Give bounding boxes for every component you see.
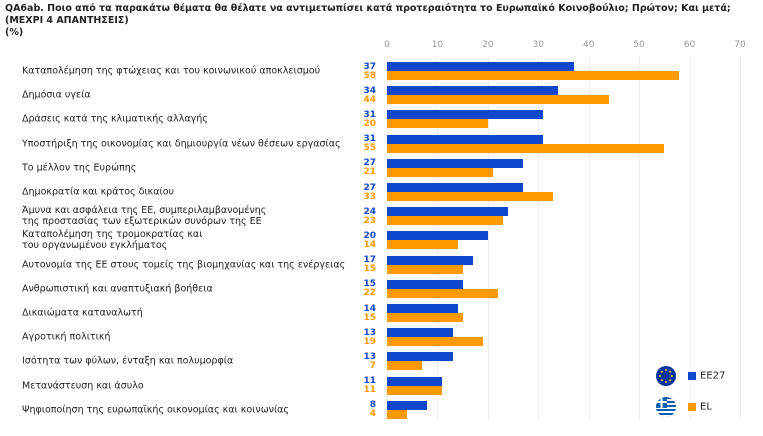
value-label: 20 <box>363 118 376 129</box>
value-label: 11 <box>363 385 376 396</box>
category-label: Δικαιώματα καταναλωτή <box>22 307 143 319</box>
category-label: Άμυνα και ασφάλεια της ΕΕ, συμπεριλαμβαν… <box>22 205 267 228</box>
value-label: 33 <box>363 191 376 202</box>
grid-line <box>740 56 741 420</box>
value-label: 55 <box>363 143 376 154</box>
value-label: 27 <box>363 182 376 193</box>
bar <box>387 158 524 168</box>
chart-subtitle: (%) <box>5 27 24 38</box>
bar <box>387 288 498 298</box>
value-label: 24 <box>363 206 376 217</box>
category-label: Ισότητα των φύλων, ένταξη και πολυμορφία <box>22 355 234 367</box>
category-label: Δράσεις κατά της κλιματικής αλλαγής <box>22 113 208 125</box>
grid-line <box>588 56 590 420</box>
bar <box>387 328 453 338</box>
category-label: Μετανάστευση και άσυλο <box>22 380 144 392</box>
value-label: 19 <box>363 336 376 347</box>
category-label: Καταπολέμηση της τρομοκρατίας και του ορ… <box>22 229 203 252</box>
bar <box>387 192 554 201</box>
value-label: 7 <box>369 360 376 371</box>
category-label: Ανθρωπιστική και αναπτυξιακή βοήθεια <box>22 283 213 295</box>
bar <box>387 255 473 265</box>
value-label: 4 <box>369 409 376 420</box>
bar <box>387 207 509 217</box>
x-tick-label: 40 <box>582 40 595 50</box>
legend-label: EL <box>700 401 712 413</box>
grid-line <box>487 56 489 420</box>
bar <box>387 95 609 105</box>
value-label: 31 <box>363 134 376 145</box>
x-tick-label: 60 <box>683 40 696 50</box>
value-label: 15 <box>363 264 376 275</box>
category-label: Ψηφιοποίηση της ευρωπαϊκής οικονομίας κα… <box>22 404 290 416</box>
bar <box>387 409 408 419</box>
x-tick-label: 0 <box>384 40 390 50</box>
bar <box>387 119 488 129</box>
bar <box>387 110 544 120</box>
value-label: 20 <box>363 230 376 241</box>
category-label: Αγροτική πολιτική <box>22 331 111 343</box>
bar <box>387 134 544 144</box>
category-label: Το μέλλον της Ευρώπης <box>22 162 137 174</box>
value-label: 8 <box>369 400 376 411</box>
legend-swatch <box>688 372 696 380</box>
category-label: Δημοκρατία και κράτος δικαίου <box>22 186 175 198</box>
value-label: 15 <box>363 312 376 323</box>
bar <box>387 304 458 313</box>
value-label: 14 <box>363 303 376 314</box>
category-label: Δημόσια υγεία <box>22 89 91 101</box>
bar <box>387 313 463 322</box>
bar <box>387 86 559 96</box>
x-tick-label: 10 <box>431 40 444 50</box>
x-tick-label: 50 <box>633 40 645 50</box>
bar <box>387 279 463 289</box>
grid-line <box>639 56 641 420</box>
category-label: Αυτονομία της ΕΕ στους τομείς της βιομηχ… <box>22 259 346 271</box>
value-label: 27 <box>363 158 376 169</box>
bar <box>387 167 493 177</box>
bar <box>387 400 428 410</box>
value-label: 13 <box>363 351 376 362</box>
bar <box>387 264 463 274</box>
x-tick-label: 30 <box>532 40 545 50</box>
value-label: 11 <box>363 376 376 387</box>
grid-line <box>689 56 691 420</box>
value-label: 23 <box>363 215 376 226</box>
value-label: 13 <box>363 327 376 338</box>
bar <box>387 143 665 153</box>
category-label: Υποστήριξη της οικονομίας και δημιουργία… <box>22 138 341 150</box>
value-label: 15 <box>363 279 376 290</box>
bar <box>387 361 423 371</box>
value-label: 58 <box>363 70 376 81</box>
legend-label: EE27 <box>700 370 726 382</box>
legend-swatch <box>688 403 696 411</box>
value-label: 21 <box>363 167 376 178</box>
bar <box>387 337 483 347</box>
bar <box>387 376 443 386</box>
value-label: 44 <box>363 94 376 105</box>
bar <box>387 240 458 250</box>
chart-title: QA6ab. Ποιο από τα παρακάτω θέματα θα θέ… <box>5 3 731 26</box>
bar <box>387 183 524 192</box>
legend-flags <box>656 366 676 417</box>
category-label: Καταπολέμηση της φτώχειας και του κοινων… <box>22 65 321 77</box>
bar <box>387 71 680 80</box>
bar <box>387 385 443 395</box>
value-label: 31 <box>363 109 376 120</box>
x-tick-label: 20 <box>482 40 494 50</box>
value-label: 34 <box>363 85 376 96</box>
value-label: 37 <box>363 61 376 72</box>
bar <box>387 216 503 226</box>
x-tick-label: 70 <box>734 40 746 50</box>
bar <box>387 231 488 241</box>
grid-line <box>538 56 540 420</box>
bar <box>387 352 453 362</box>
bar <box>387 62 574 71</box>
value-label: 22 <box>363 288 376 299</box>
value-label: 14 <box>363 239 376 250</box>
value-label: 17 <box>363 255 376 266</box>
